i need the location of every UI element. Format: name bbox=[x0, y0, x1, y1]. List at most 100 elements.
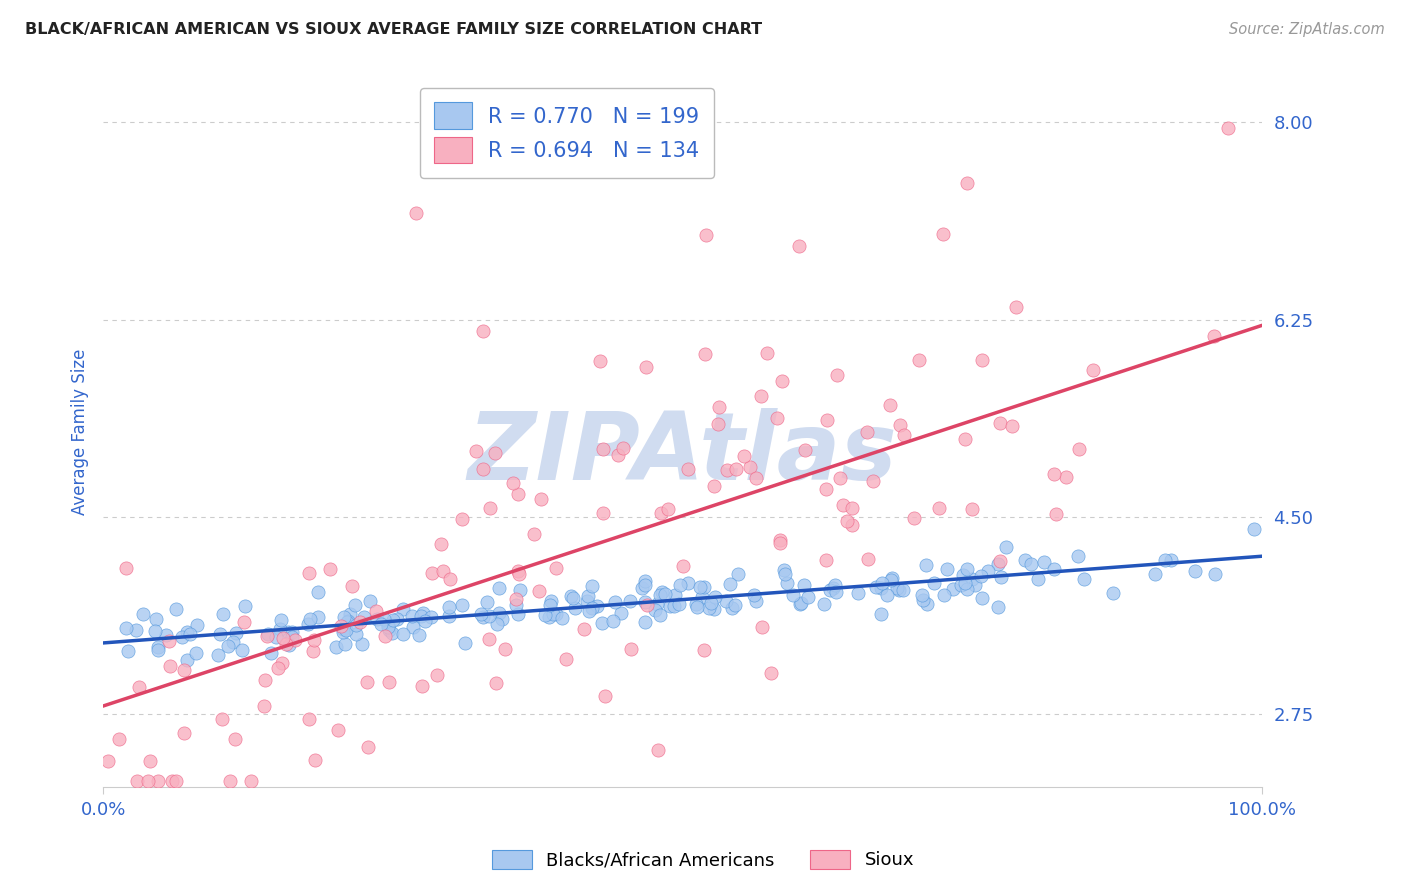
Point bbox=[749, 389, 772, 403]
Point bbox=[963, 577, 986, 591]
Point bbox=[485, 616, 508, 631]
Point bbox=[173, 664, 195, 678]
Point bbox=[841, 518, 863, 533]
Point bbox=[1160, 553, 1182, 567]
Point bbox=[132, 607, 155, 622]
Point bbox=[1054, 470, 1077, 484]
Point bbox=[128, 681, 150, 695]
Point bbox=[776, 576, 799, 591]
Point bbox=[787, 239, 810, 253]
Point bbox=[401, 608, 423, 623]
Point bbox=[450, 598, 472, 612]
Point bbox=[1001, 419, 1024, 434]
Point bbox=[451, 512, 474, 526]
Point bbox=[270, 613, 292, 627]
Point bbox=[870, 575, 893, 590]
Point bbox=[1143, 567, 1166, 582]
Point bbox=[538, 598, 561, 612]
Point bbox=[990, 416, 1012, 430]
Point bbox=[815, 413, 838, 427]
Point bbox=[634, 359, 657, 374]
Point bbox=[546, 560, 568, 574]
Point bbox=[592, 442, 614, 456]
Point bbox=[484, 446, 506, 460]
Point bbox=[823, 581, 845, 595]
Point bbox=[420, 566, 443, 580]
Point bbox=[707, 417, 730, 432]
Point bbox=[502, 476, 524, 491]
Point bbox=[818, 583, 841, 598]
Point bbox=[572, 622, 595, 636]
Point bbox=[302, 644, 325, 658]
Point bbox=[988, 554, 1011, 568]
Point bbox=[714, 594, 737, 608]
Point bbox=[374, 629, 396, 643]
Y-axis label: Average Family Size: Average Family Size bbox=[72, 349, 89, 516]
Point bbox=[505, 599, 527, 613]
Point bbox=[576, 590, 599, 604]
Point bbox=[869, 581, 891, 595]
Point bbox=[769, 533, 792, 548]
Point bbox=[472, 324, 495, 338]
Point bbox=[825, 368, 848, 382]
Point bbox=[488, 606, 510, 620]
Point bbox=[378, 623, 401, 637]
Point bbox=[855, 425, 877, 439]
Point bbox=[332, 625, 354, 640]
Point bbox=[224, 731, 246, 746]
Point bbox=[814, 482, 837, 496]
Point bbox=[271, 631, 294, 645]
Point bbox=[676, 576, 699, 591]
Point bbox=[136, 774, 159, 789]
Point bbox=[381, 625, 404, 640]
Point bbox=[793, 442, 815, 457]
Point bbox=[651, 585, 673, 599]
Text: BLACK/AFRICAN AMERICAN VS SIOUX AVERAGE FAMILY SIZE CORRELATION CHART: BLACK/AFRICAN AMERICAN VS SIOUX AVERAGE … bbox=[25, 22, 762, 37]
Point bbox=[356, 674, 378, 689]
Point bbox=[454, 636, 477, 650]
Text: ZIPAtlas: ZIPAtlas bbox=[468, 408, 897, 500]
Point bbox=[1067, 549, 1090, 564]
Point bbox=[217, 639, 239, 653]
Point bbox=[1019, 557, 1042, 571]
Point bbox=[1153, 552, 1175, 566]
Point bbox=[751, 620, 773, 634]
Point bbox=[344, 617, 367, 632]
Point bbox=[343, 599, 366, 613]
Point bbox=[356, 740, 378, 755]
Point bbox=[411, 679, 433, 693]
Point bbox=[634, 578, 657, 592]
Point bbox=[370, 617, 392, 632]
Point bbox=[773, 567, 796, 582]
Point bbox=[879, 398, 901, 412]
Point bbox=[284, 632, 307, 647]
Point bbox=[903, 511, 925, 525]
Point bbox=[672, 558, 695, 573]
Point bbox=[832, 498, 855, 512]
Point bbox=[581, 579, 603, 593]
Point bbox=[889, 583, 911, 598]
Point bbox=[470, 607, 492, 622]
Point bbox=[962, 572, 984, 586]
Point bbox=[664, 589, 686, 603]
Point bbox=[413, 614, 436, 628]
Point bbox=[928, 501, 950, 516]
Point bbox=[302, 633, 325, 648]
Point bbox=[578, 604, 600, 618]
Point bbox=[1004, 300, 1026, 314]
Point bbox=[471, 610, 494, 624]
Point bbox=[837, 514, 859, 528]
Point bbox=[631, 582, 654, 596]
Point bbox=[541, 607, 564, 621]
Point bbox=[1216, 121, 1239, 136]
Point bbox=[654, 586, 676, 600]
Point bbox=[790, 596, 813, 610]
Point bbox=[297, 617, 319, 632]
Point bbox=[676, 462, 699, 476]
Point bbox=[561, 591, 583, 605]
Point bbox=[478, 632, 501, 646]
Point bbox=[1202, 329, 1225, 343]
Point bbox=[891, 583, 914, 598]
Point bbox=[576, 594, 599, 608]
Point bbox=[231, 642, 253, 657]
